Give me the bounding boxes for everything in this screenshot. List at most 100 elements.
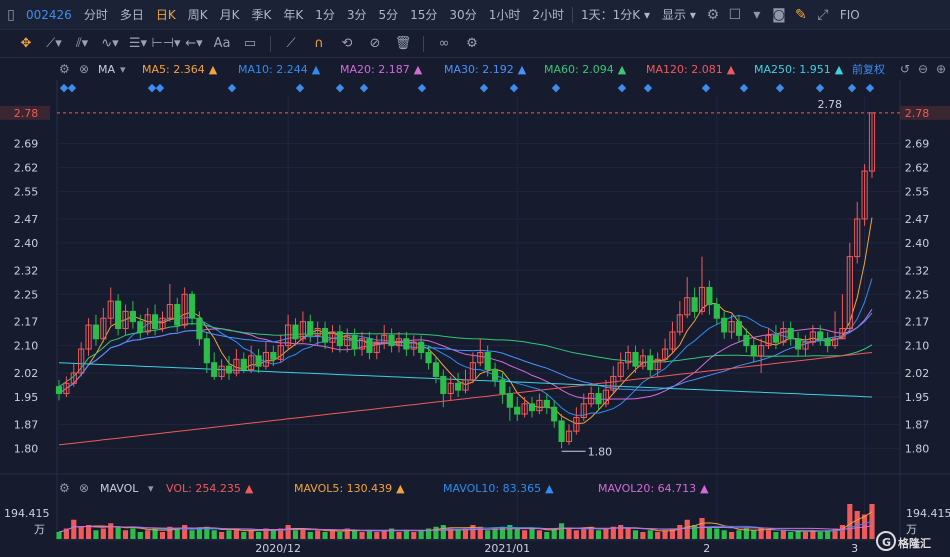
event-dot-icon[interactable]: ◆ [60, 81, 69, 94]
candle[interactable] [447, 382, 454, 395]
candle[interactable] [181, 293, 188, 326]
candle[interactable] [366, 338, 373, 353]
candle[interactable] [824, 338, 831, 347]
hide-icon[interactable]: ⊘ [369, 36, 381, 51]
candle[interactable] [418, 341, 425, 353]
candle[interactable] [787, 328, 794, 340]
event-dot-icon[interactable]: ◆ [644, 81, 653, 94]
candle[interactable] [70, 372, 77, 384]
fio-button[interactable]: FIO [839, 7, 860, 22]
candle[interactable] [292, 324, 299, 340]
period-tab[interactable]: 月K [219, 7, 240, 22]
candle[interactable] [514, 406, 521, 415]
candle[interactable] [410, 341, 417, 350]
gear-icon[interactable]: ⚙ [59, 481, 70, 495]
candle[interactable] [551, 406, 558, 422]
period-tab[interactable]: 分时 [83, 7, 108, 22]
channel-icon[interactable]: ⫽▾ [75, 36, 89, 51]
candle[interactable] [462, 379, 469, 391]
candle[interactable] [218, 365, 225, 377]
candle[interactable] [735, 321, 743, 336]
candle[interactable] [196, 317, 203, 340]
candle[interactable] [388, 334, 395, 347]
candle[interactable] [698, 286, 706, 312]
candle[interactable] [617, 362, 624, 377]
candle[interactable] [817, 331, 824, 340]
candle[interactable] [425, 351, 432, 364]
event-dot-icon[interactable]: ◆ [510, 81, 519, 94]
candle[interactable] [233, 358, 240, 374]
candle[interactable] [684, 297, 691, 316]
candle[interactable] [174, 304, 181, 326]
candle[interactable] [602, 389, 610, 405]
candle[interactable] [809, 331, 816, 343]
period-tab[interactable]: 5分 [378, 7, 399, 22]
candle[interactable] [336, 331, 343, 347]
candle[interactable] [107, 300, 114, 319]
arrow-icon[interactable]: ←▾ [185, 36, 203, 51]
candle[interactable] [491, 369, 499, 381]
ruler-icon[interactable]: ⟋ [286, 36, 296, 51]
candle[interactable] [351, 334, 358, 350]
candle[interactable] [159, 317, 166, 330]
candle[interactable] [255, 355, 262, 367]
event-dot-icon[interactable]: ◆ [296, 81, 305, 94]
crosshair-icon[interactable]: ✥ [20, 36, 32, 51]
candle[interactable] [632, 351, 639, 367]
candle[interactable] [373, 341, 380, 353]
candle[interactable] [329, 331, 336, 343]
candle[interactable] [647, 355, 654, 371]
plus-circle-icon[interactable]: ⊕ [936, 62, 946, 76]
candle[interactable] [344, 334, 351, 347]
event-dot-icon[interactable]: ◆ [618, 81, 627, 94]
period-tab[interactable]: 多日 [119, 7, 144, 22]
candle[interactable] [868, 112, 876, 172]
candle[interactable] [595, 393, 602, 405]
candle[interactable] [395, 338, 403, 347]
candle[interactable] [528, 403, 536, 412]
candle[interactable] [565, 430, 573, 442]
candle[interactable] [85, 324, 92, 350]
candle[interactable] [307, 321, 314, 336]
candle[interactable] [188, 293, 196, 319]
candle[interactable] [358, 338, 366, 350]
chevron-down-icon[interactable]: ▾ [148, 482, 154, 495]
expand-icon[interactable]: ⤢ [817, 6, 829, 23]
candle[interactable] [765, 334, 772, 347]
candle[interactable] [484, 351, 491, 371]
stock-chart[interactable]: ⚙ ⊗ MA ▾ MA5: 2.364 ▲ MA10: 2.244 ▲ MA20: 2.… [0, 58, 950, 557]
panel-toggle-icon[interactable]: ▯ [7, 6, 15, 23]
pen-icon[interactable]: ✎ [794, 6, 807, 23]
candle[interactable] [861, 170, 868, 220]
candle[interactable] [240, 358, 247, 371]
candle[interactable] [772, 334, 780, 343]
candle[interactable] [55, 386, 63, 395]
candle[interactable] [691, 297, 698, 312]
period-tab[interactable]: 1小时 [488, 7, 521, 22]
wave-icon[interactable]: ∿▾ [101, 36, 119, 51]
candle[interactable] [211, 362, 218, 377]
period-tab[interactable]: 2小时 [532, 7, 564, 22]
event-dot-icon[interactable]: ◆ [776, 81, 785, 94]
event-dot-icon[interactable]: ◆ [228, 81, 237, 94]
chevron-down-icon[interactable]: ▾ [753, 6, 761, 23]
period-tab[interactable]: 年K [283, 7, 304, 22]
trendline-icon[interactable]: ⟋▾ [46, 36, 62, 51]
event-dot-icon[interactable]: ◆ [552, 81, 561, 94]
candle[interactable] [285, 324, 292, 347]
candle[interactable] [63, 382, 70, 395]
candle[interactable] [262, 351, 270, 367]
candle[interactable] [144, 314, 151, 333]
candle[interactable] [122, 310, 129, 329]
period-tab[interactable]: 3分 [346, 7, 367, 22]
range-icon[interactable]: ⊢⊣▾ [151, 36, 181, 51]
event-dot-icon[interactable]: ◆ [702, 81, 711, 94]
candle[interactable] [728, 321, 735, 333]
candle[interactable] [802, 341, 809, 350]
period-tab[interactable]: 季K [251, 7, 272, 22]
candle[interactable] [610, 375, 617, 391]
candle[interactable] [639, 355, 646, 367]
candle[interactable] [203, 338, 210, 364]
candle[interactable] [780, 328, 787, 343]
candle[interactable] [839, 328, 846, 340]
